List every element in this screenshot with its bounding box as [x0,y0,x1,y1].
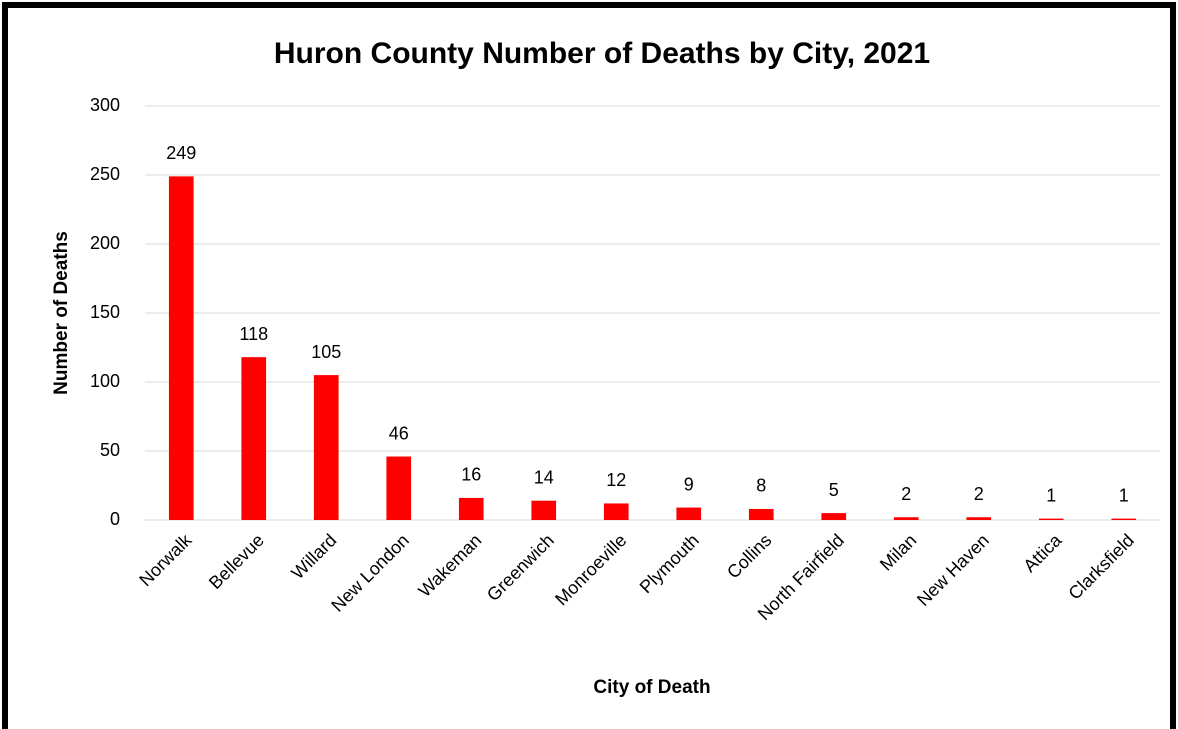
data-label: 46 [389,423,409,443]
bar [893,517,919,520]
bar [1038,518,1064,520]
bar [821,513,847,520]
y-tick-label: 0 [110,509,120,529]
x-tick-label: Greenwich [483,530,558,605]
y-tick-label: 250 [90,164,120,184]
bar [386,456,412,520]
bar [531,500,557,520]
bar [168,176,194,520]
x-tick-label: Willard [287,530,340,583]
data-label: 1 [1119,485,1129,505]
x-tick-label: Clarksfield [1064,530,1138,604]
x-tick-label: Monroeville [551,530,630,609]
x-tick-label: Wakeman [414,530,485,601]
bar [603,503,629,520]
data-label: 105 [311,342,341,362]
data-label: 8 [756,476,766,496]
data-label: 5 [829,480,839,500]
y-tick-label: 150 [90,302,120,322]
data-label: 249 [166,143,196,163]
data-label: 14 [534,467,554,487]
data-label: 118 [239,324,268,344]
bar [1111,518,1137,520]
x-axis-label: City of Death [593,677,710,698]
x-tick-label: Plymouth [636,530,703,597]
x-tick-label: Norwalk [135,529,196,590]
x-tick-label: Bellevue [205,530,268,593]
bar [676,507,702,520]
bar [241,357,267,520]
bar [748,508,774,520]
x-tick-label: New Haven [913,530,993,610]
data-label: 2 [974,484,984,504]
y-tick-label: 300 [90,95,120,115]
x-tick-label: New London [327,530,413,616]
bar [458,497,484,520]
x-tick-label: Milan [876,530,921,575]
y-tick-label: 100 [90,371,120,391]
chart-title: Huron County Number of Deaths by City, 2… [274,37,930,70]
y-tick-label: 200 [90,233,120,253]
data-label: 2 [901,484,911,504]
data-label: 1 [1046,485,1056,505]
data-label: 12 [606,470,626,490]
data-label: 9 [684,474,694,494]
data-label: 16 [461,465,481,485]
x-tick-label: Collins [723,530,775,582]
y-tick-label: 50 [100,440,120,460]
bar [313,375,339,520]
bar [966,517,992,520]
x-tick-label: Attica [1019,529,1066,576]
y-axis-label: Number of Deaths [51,231,72,395]
